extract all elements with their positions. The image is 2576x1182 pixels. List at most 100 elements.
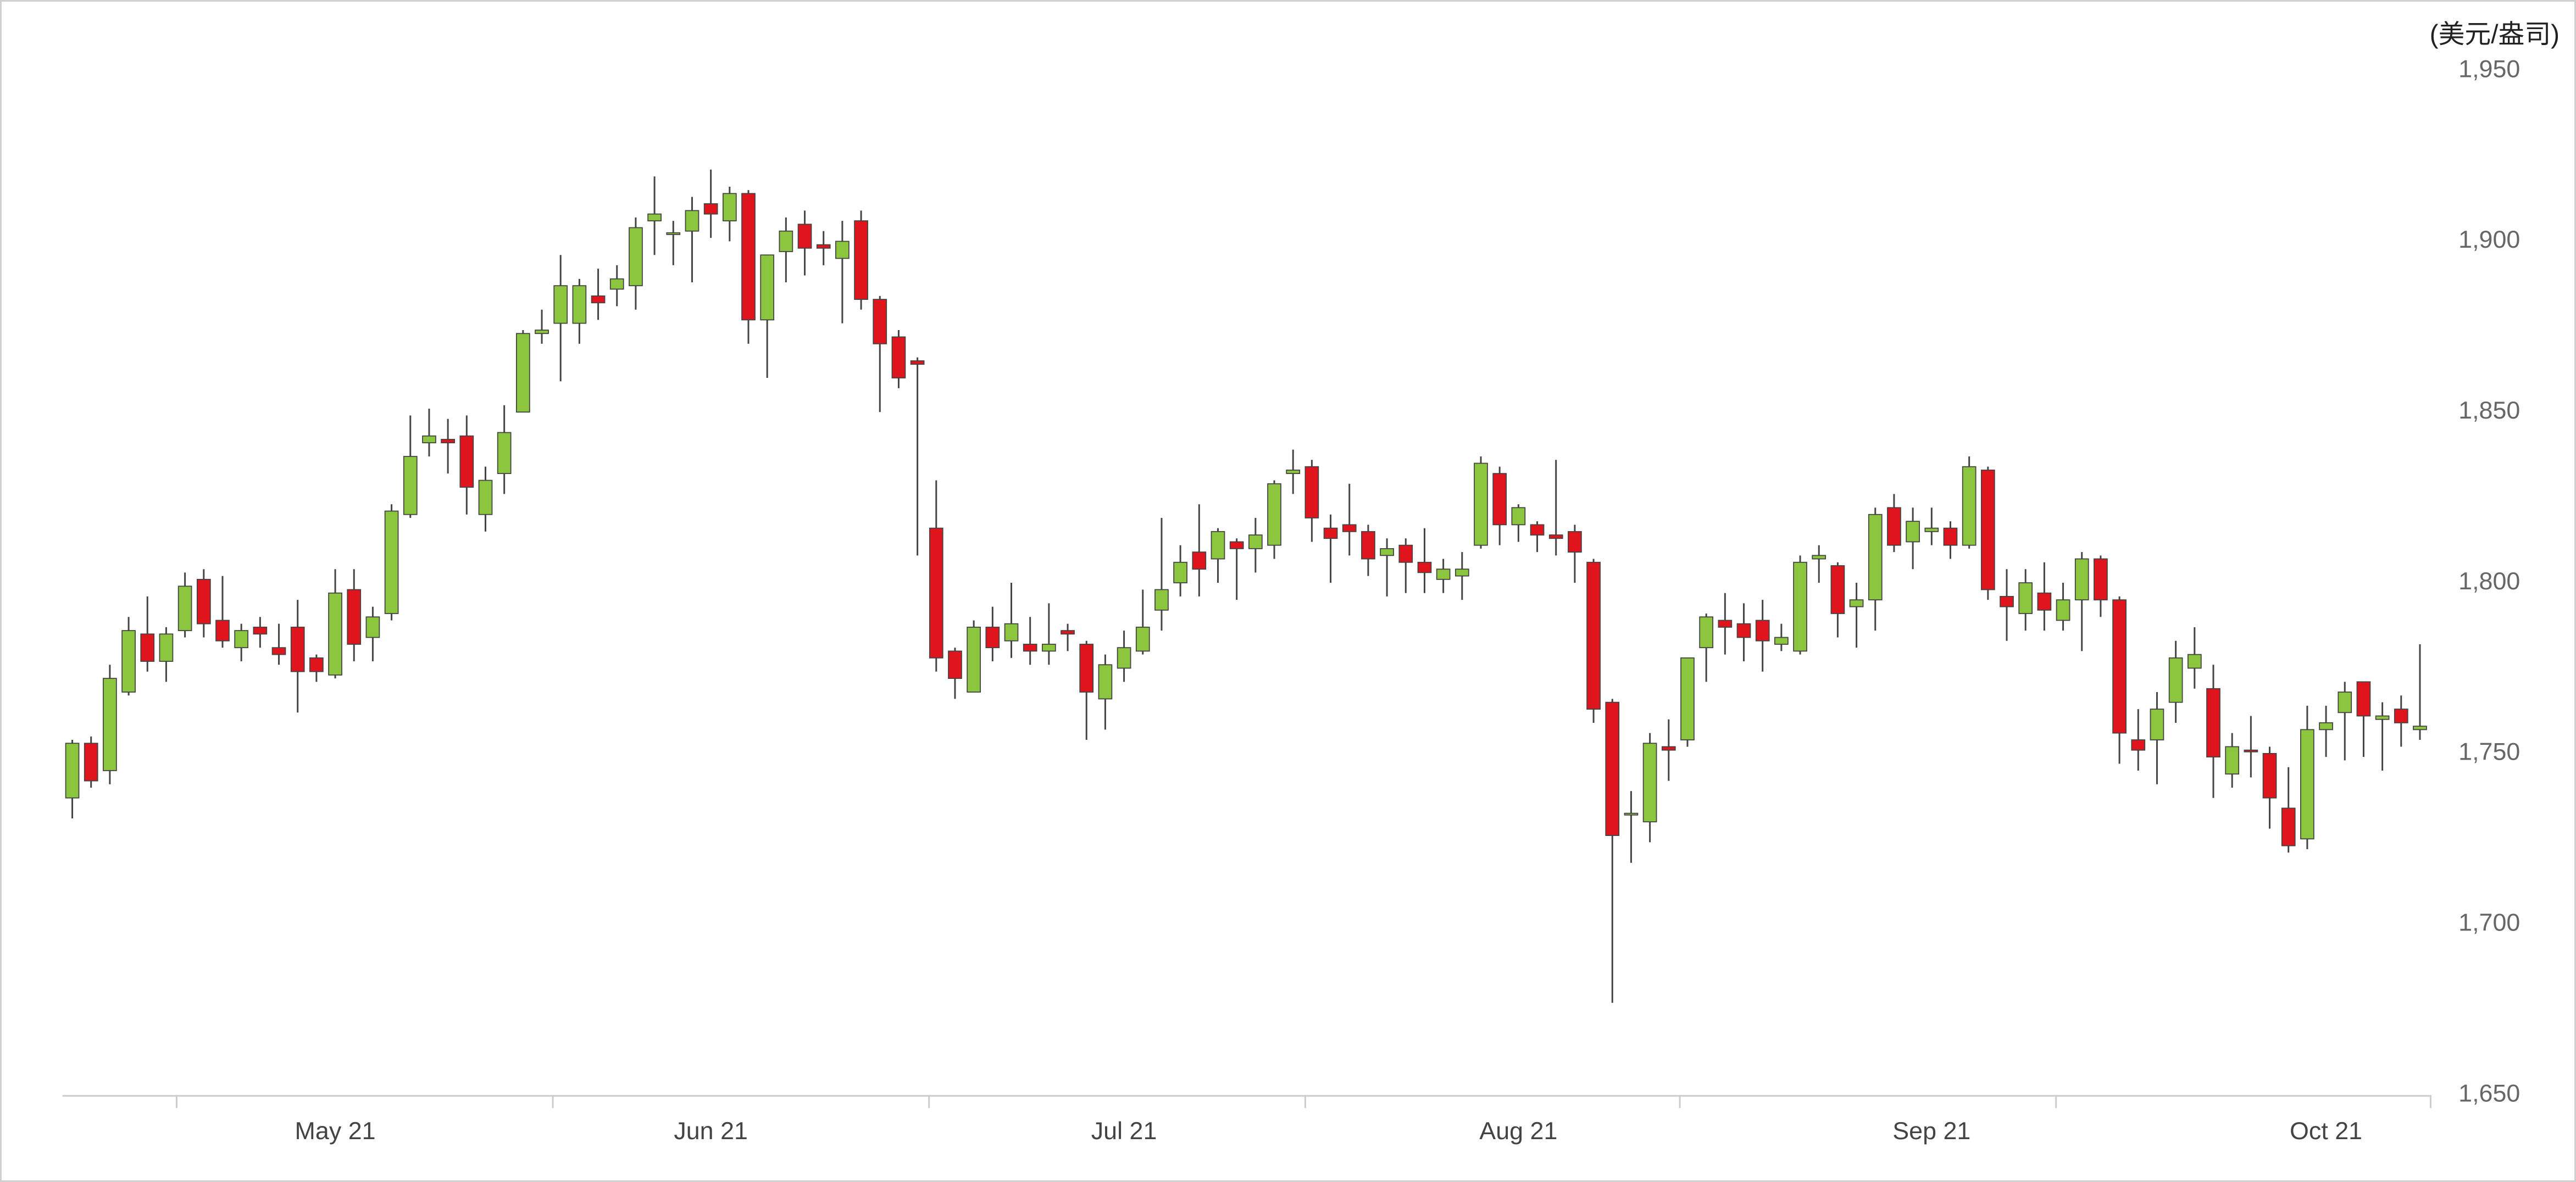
candle-body xyxy=(1304,466,1319,518)
candle-body xyxy=(1135,626,1150,652)
candle-body xyxy=(1568,531,1582,553)
candle-body xyxy=(553,285,568,324)
y-tick-label: 1,850 xyxy=(2458,396,2520,424)
candle-body xyxy=(177,586,192,631)
candle-body xyxy=(1436,568,1451,580)
candle-body xyxy=(384,510,399,614)
candle-body xyxy=(1229,541,1244,549)
candle-body xyxy=(2037,592,2052,611)
candle-body xyxy=(985,626,1000,649)
candle-body xyxy=(1849,599,1864,607)
candle-body xyxy=(873,299,887,344)
candle-body xyxy=(1548,534,1563,539)
candle-body xyxy=(1474,462,1488,546)
x-tick-label: Sep 21 xyxy=(1892,1117,1970,1145)
candle-body xyxy=(1098,664,1113,700)
candle-body xyxy=(215,620,230,642)
candle-body xyxy=(422,435,436,444)
candle-body xyxy=(535,330,549,334)
y-tick-label: 1,750 xyxy=(2458,738,2520,766)
candle-body xyxy=(891,336,906,378)
candle-body xyxy=(2094,558,2108,601)
candle-body xyxy=(929,527,943,659)
candle-body xyxy=(967,626,981,693)
candle-body xyxy=(253,626,268,635)
candle-body xyxy=(2074,558,2089,601)
x-separators xyxy=(175,1095,2431,1108)
candle-body xyxy=(2394,709,2408,723)
candle-body xyxy=(1924,527,1939,532)
x-tick-label: Jul 21 xyxy=(1091,1117,1157,1145)
candle-body xyxy=(1454,568,1469,577)
candle-body xyxy=(1605,701,1620,837)
candle-body xyxy=(2319,722,2333,731)
candle-body xyxy=(2262,753,2277,799)
candle-body xyxy=(2150,709,2164,740)
candle-body xyxy=(1342,524,1357,532)
x-tick-label: May 21 xyxy=(295,1117,376,1145)
candle-body xyxy=(2056,599,2070,621)
candle-body xyxy=(2018,582,2033,614)
candle-body xyxy=(441,439,455,444)
candle-body xyxy=(741,193,756,321)
candle-body xyxy=(1117,647,1131,669)
candle-body xyxy=(309,657,324,672)
candle-body xyxy=(1699,616,1714,649)
y-tick-label: 1,700 xyxy=(2458,908,2520,936)
candle-body xyxy=(1812,555,1826,560)
candle-body xyxy=(722,193,737,221)
candle-body xyxy=(1586,561,1601,710)
candle-body xyxy=(1624,812,1639,816)
candle-body xyxy=(1042,644,1056,652)
candle-body xyxy=(497,432,512,475)
candle-body xyxy=(1323,527,1338,539)
candle-body xyxy=(271,647,286,655)
y-tick-label: 1,650 xyxy=(2458,1079,2520,1107)
candle-body xyxy=(1061,630,1075,635)
candle-body xyxy=(234,630,249,649)
candle-body xyxy=(103,678,117,771)
candle-body xyxy=(515,333,530,413)
candle-body xyxy=(1192,551,1207,570)
candle-body xyxy=(1661,746,1676,751)
candle-body xyxy=(84,743,98,782)
candle-body xyxy=(290,626,305,672)
candle-body xyxy=(1680,657,1695,740)
candle-body xyxy=(1755,620,1770,642)
candle-body xyxy=(1943,527,1958,546)
candle-body xyxy=(1398,544,1413,563)
candle-body xyxy=(666,232,681,235)
candle-body xyxy=(797,224,812,249)
candle-body xyxy=(1079,644,1094,693)
candle-body xyxy=(478,480,493,515)
candle-body xyxy=(1361,531,1375,560)
candle-body xyxy=(910,360,925,365)
candle-body xyxy=(121,630,136,693)
candle-body xyxy=(347,589,362,645)
candle-body xyxy=(647,213,662,221)
candle-body xyxy=(2338,692,2352,713)
y-tick-label: 1,950 xyxy=(2458,54,2520,82)
candle-body xyxy=(2187,654,2202,669)
candle-body xyxy=(1492,473,1507,526)
y-axis-label: (美元/盎司) xyxy=(2430,20,2560,49)
y-tick-label: 1,800 xyxy=(2458,567,2520,595)
candle-body xyxy=(1793,561,1807,652)
candle-body xyxy=(1267,483,1281,546)
candle-body xyxy=(609,278,624,290)
candle-body xyxy=(196,578,211,625)
candle-body xyxy=(1642,743,1657,823)
candle-body xyxy=(2112,599,2127,734)
candle-body xyxy=(1004,623,1019,642)
candle-body xyxy=(328,592,342,676)
candle-body xyxy=(1736,623,1751,638)
candle-body xyxy=(1380,548,1394,556)
candle-body xyxy=(1286,470,1301,475)
candle-body xyxy=(1530,524,1545,536)
candle-body xyxy=(1154,589,1169,611)
candle-body xyxy=(2375,715,2390,720)
candle-body xyxy=(459,435,474,488)
candle-body xyxy=(1173,561,1187,583)
